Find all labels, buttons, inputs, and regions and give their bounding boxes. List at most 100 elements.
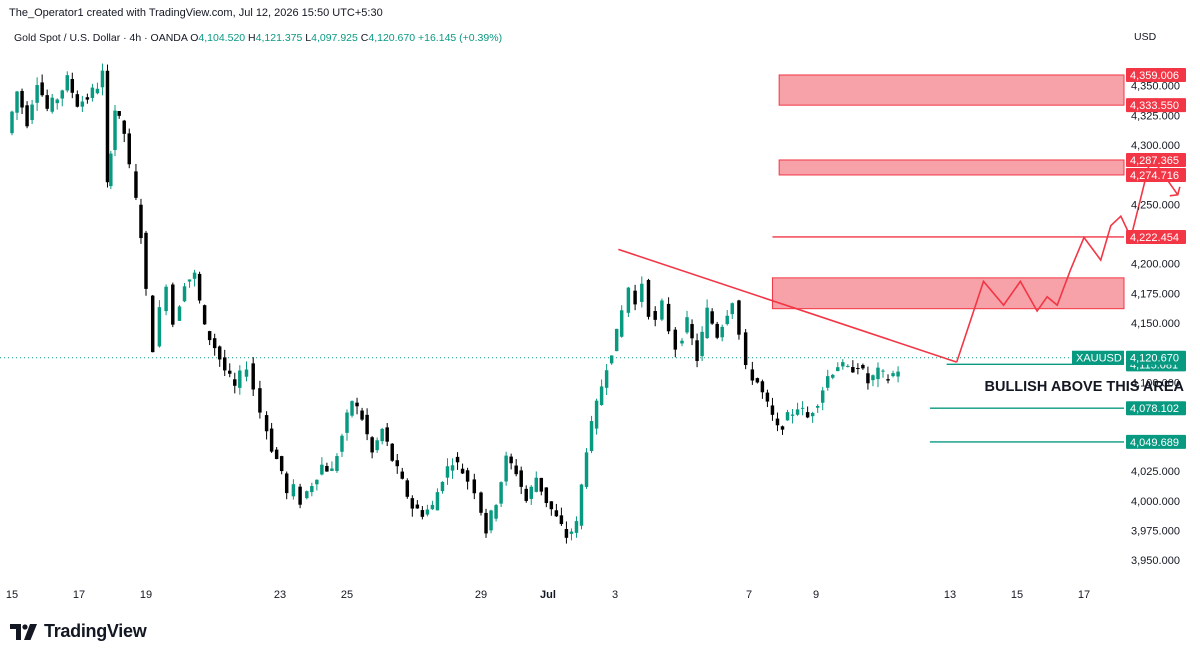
candle: [785, 409, 790, 421]
candle-body: [810, 412, 815, 417]
candle-body: [127, 133, 131, 165]
high-value: 4,121.375: [255, 32, 303, 44]
candle: [217, 345, 222, 367]
symbol-tag-text: XAUUSD: [1076, 353, 1122, 365]
candle-body: [800, 407, 805, 409]
candle: [666, 297, 671, 335]
candle-body: [45, 95, 49, 109]
candle: [233, 372, 237, 394]
zone-bottom-tag-1: 4,274.716: [1126, 167, 1186, 182]
y-tick-label: 4,350.000: [1131, 81, 1180, 93]
candle: [365, 408, 369, 441]
candle-body: [355, 402, 359, 407]
candle-body: [15, 91, 19, 113]
y-tick-label: 4,250.000: [1131, 199, 1180, 211]
candle-body: [228, 370, 232, 374]
candle-body: [375, 440, 379, 451]
candle: [212, 333, 217, 356]
candle: [238, 365, 242, 395]
candle: [780, 425, 785, 435]
zone-top-tag-0: 4,359.006: [1126, 67, 1186, 82]
candle: [846, 364, 850, 368]
candle-body: [626, 287, 631, 313]
candle-body: [695, 340, 699, 361]
candle: [871, 374, 875, 387]
candle-body: [164, 286, 168, 312]
candle-body: [640, 283, 644, 302]
candle: [410, 495, 415, 517]
x-tick-label: 7: [746, 589, 752, 601]
candle-body: [841, 362, 845, 367]
candle: [695, 333, 699, 368]
y-tick-label: 3,975.000: [1131, 526, 1180, 538]
candle-body: [400, 471, 405, 479]
candle: [715, 321, 719, 340]
candle-body: [258, 388, 262, 413]
candle-body: [831, 374, 835, 378]
x-tick-label: 23: [274, 589, 286, 601]
candle: [420, 506, 425, 520]
level-tag-0: 4,222.454: [1126, 229, 1186, 244]
candle: [841, 359, 845, 370]
candle: [430, 500, 435, 510]
tradingview-logo-icon: [10, 623, 37, 640]
candle: [380, 427, 384, 445]
candle: [534, 471, 539, 493]
candle-body: [25, 105, 29, 127]
candle-body: [574, 521, 579, 533]
candle: [755, 377, 760, 384]
x-tick-label: 19: [140, 589, 152, 601]
candle: [805, 406, 810, 419]
symbol-tag-bg: [1072, 350, 1124, 365]
candle-body: [881, 370, 885, 372]
candle: [40, 74, 44, 97]
candle-body: [690, 324, 694, 339]
candle: [95, 82, 100, 95]
x-tick-label: 25: [341, 589, 353, 601]
candle: [609, 355, 614, 365]
candle-body: [212, 338, 217, 349]
candle: [886, 374, 890, 384]
candle-body: [579, 484, 584, 526]
candle: [815, 404, 820, 413]
candle-body: [876, 367, 880, 380]
candle-body: [238, 370, 242, 388]
candle-body: [455, 456, 460, 463]
candle-body: [891, 373, 895, 377]
zone-bottom-tag-1-text: 4,274.716: [1130, 170, 1179, 182]
candle-body: [55, 99, 59, 104]
symbol-name: Gold Spot / U.S. Dollar · 4h · OANDA: [14, 32, 188, 44]
level-tag-2-text: 4,078.102: [1130, 403, 1179, 415]
candle-body: [534, 477, 539, 492]
candle: [856, 363, 860, 375]
candle: [390, 443, 394, 462]
candle-body: [559, 515, 564, 525]
candle: [619, 305, 624, 338]
candle-body: [385, 427, 389, 442]
close-label: C: [360, 32, 369, 44]
symbol-legend[interactable]: Gold Spot / U.S. Dollar · 4h · OANDA O4,…: [14, 32, 502, 44]
candle-body: [549, 501, 554, 510]
candle: [440, 481, 445, 494]
candle-body: [251, 363, 255, 390]
candle-body: [673, 329, 678, 350]
candle-body: [720, 326, 724, 338]
candle-body: [345, 412, 349, 433]
candle-body: [680, 340, 684, 344]
candle: [800, 401, 805, 416]
currency-label[interactable]: USD: [1134, 31, 1157, 43]
candle: [85, 93, 90, 104]
candle: [594, 398, 599, 435]
trendline: [618, 248, 957, 363]
candle: [279, 455, 284, 475]
candle: [134, 163, 138, 201]
tradingview-logo[interactable]: TradingView: [10, 621, 147, 642]
candle-body: [820, 390, 825, 403]
candle: [385, 423, 389, 447]
candle-body: [465, 470, 470, 482]
candle: [360, 407, 364, 421]
candle-body: [105, 70, 110, 183]
candle-body: [150, 295, 155, 353]
zone-bottom-tag-1-bg: [1126, 167, 1186, 182]
